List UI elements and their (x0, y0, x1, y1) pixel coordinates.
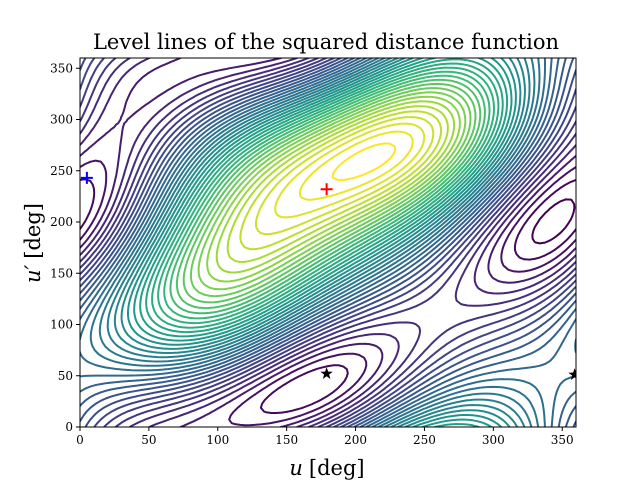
contour-level (127, 58, 517, 427)
x-tick-label: 50 (141, 433, 156, 447)
contour-level (254, 116, 435, 236)
contour-level (80, 58, 576, 427)
y-tick-label: 0 (65, 420, 73, 434)
saddle-star-marker (320, 367, 333, 379)
contour-level (80, 58, 576, 427)
contour-level (182, 82, 477, 304)
contour-level (80, 58, 576, 427)
maximum-plus-marker (80, 171, 93, 184)
contour-level (331, 142, 397, 182)
chart-title: Level lines of the squared distance func… (93, 30, 559, 54)
y-tick-label: 100 (50, 318, 73, 332)
contour-level (274, 122, 426, 219)
contour-level (80, 58, 576, 427)
contour-level (80, 159, 576, 427)
contour-level (175, 78, 482, 310)
contour-level (197, 91, 467, 291)
y-tick-label: 150 (50, 266, 73, 280)
contour-level (80, 178, 576, 414)
contour-level (189, 87, 472, 298)
contour-level (226, 105, 449, 263)
y-axis-label: u′[deg] (21, 203, 45, 283)
contour-level (80, 58, 576, 427)
saddle-star-marker (568, 368, 576, 380)
contour-level (298, 130, 414, 201)
x-tick-label: 100 (206, 433, 229, 447)
contour-level (106, 58, 531, 427)
y-tick-label: 350 (50, 61, 73, 75)
contour-level (145, 58, 504, 334)
minimum-plus-marker (320, 183, 333, 196)
contour-level (169, 74, 486, 315)
x-tick-label: 250 (413, 433, 436, 447)
x-tick-label: 0 (76, 433, 84, 447)
contour-level (80, 58, 576, 427)
x-tick-label: 200 (344, 433, 367, 447)
contour-level (80, 58, 576, 427)
contour-level (133, 58, 513, 427)
x-axis-ticks: 0 50 100 150 200 250 300 350 (76, 427, 574, 447)
contour-level (206, 95, 461, 283)
contour-level (163, 70, 491, 320)
contour-level (151, 62, 500, 329)
plot-frame (79, 57, 577, 428)
y-tick-label: 50 (58, 369, 73, 383)
y-tick-label: 250 (50, 164, 73, 178)
contour-level (531, 198, 576, 245)
contour-level (80, 58, 576, 427)
contour-level (113, 58, 526, 427)
contour-level (80, 58, 576, 427)
contour-level (215, 100, 456, 274)
y-axis-ticks: 0 50 100 150 200 250 300 350 (50, 61, 80, 434)
critical-point-markers (80, 171, 576, 380)
x-tick-label: 150 (275, 433, 298, 447)
y-tick-label: 200 (50, 215, 73, 229)
x-axis-label: u [deg] (289, 456, 364, 480)
x-tick-label: 300 (482, 433, 505, 447)
y-tick-label: 300 (50, 113, 73, 127)
contour-level (157, 66, 495, 325)
contour-level (80, 58, 576, 427)
x-tick-label: 350 (551, 433, 574, 447)
contour-level (239, 110, 443, 251)
